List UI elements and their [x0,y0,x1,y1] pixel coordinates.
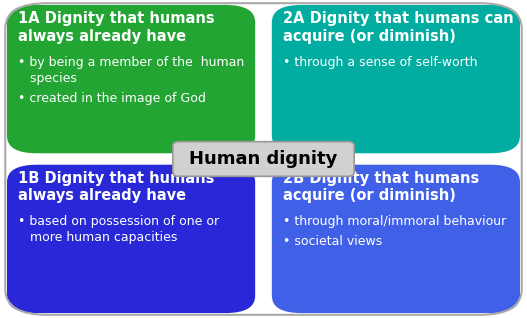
Text: • societal views: • societal views [284,235,383,248]
Text: • by being a member of the  human
   species: • by being a member of the human species [18,56,245,85]
FancyBboxPatch shape [270,3,522,155]
Text: • through a sense of self-worth: • through a sense of self-worth [284,56,478,69]
Text: 1B Dignity that humans
always already have: 1B Dignity that humans always already ha… [18,171,215,203]
FancyBboxPatch shape [5,3,257,155]
Text: 2B Dignity that humans
acquire (or diminish): 2B Dignity that humans acquire (or dimin… [284,171,480,203]
Text: Human dignity: Human dignity [189,150,338,168]
FancyBboxPatch shape [5,163,257,315]
FancyBboxPatch shape [173,142,354,176]
Text: 1A Dignity that humans
always already have: 1A Dignity that humans always already ha… [18,11,215,44]
Text: • based on possession of one or
   more human capacities: • based on possession of one or more hum… [18,215,220,244]
Text: 2A Dignity that humans can
acquire (or diminish): 2A Dignity that humans can acquire (or d… [284,11,514,44]
FancyBboxPatch shape [270,163,522,315]
Text: • through moral/immoral behaviour: • through moral/immoral behaviour [284,215,506,228]
Text: • created in the image of God: • created in the image of God [18,92,206,105]
